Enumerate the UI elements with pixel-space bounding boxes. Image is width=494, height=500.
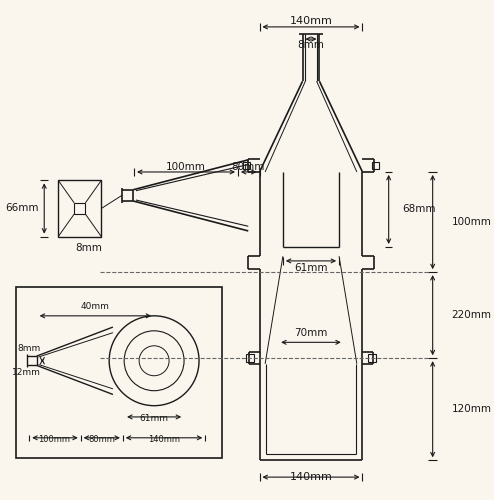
Text: 100mm: 100mm xyxy=(452,216,491,226)
Text: 70mm: 70mm xyxy=(294,328,328,338)
Text: 80mm: 80mm xyxy=(88,436,115,444)
Text: 40mm: 40mm xyxy=(81,302,109,311)
Text: 61mm: 61mm xyxy=(294,264,328,274)
Bar xyxy=(372,162,379,169)
Text: 120mm: 120mm xyxy=(452,404,492,414)
Text: 66mm: 66mm xyxy=(5,204,39,214)
Text: 140mm: 140mm xyxy=(289,472,332,482)
Bar xyxy=(74,203,85,214)
Text: 61mm: 61mm xyxy=(140,414,168,422)
Text: 8mm: 8mm xyxy=(297,40,325,50)
Text: 12mm: 12mm xyxy=(11,368,41,377)
Bar xyxy=(368,354,375,362)
Text: 220mm: 220mm xyxy=(452,310,492,320)
Text: 80mm: 80mm xyxy=(232,162,265,172)
Text: 100mm: 100mm xyxy=(39,436,71,444)
Text: 100mm: 100mm xyxy=(165,162,206,172)
Text: 8mm: 8mm xyxy=(17,344,41,354)
Bar xyxy=(243,162,250,169)
Text: 8mm: 8mm xyxy=(76,243,103,253)
Bar xyxy=(247,354,254,362)
Bar xyxy=(58,180,101,236)
Text: 140mm: 140mm xyxy=(289,16,332,26)
Bar xyxy=(16,287,222,458)
Text: 68mm: 68mm xyxy=(402,204,435,214)
Text: 140mm: 140mm xyxy=(148,436,180,444)
